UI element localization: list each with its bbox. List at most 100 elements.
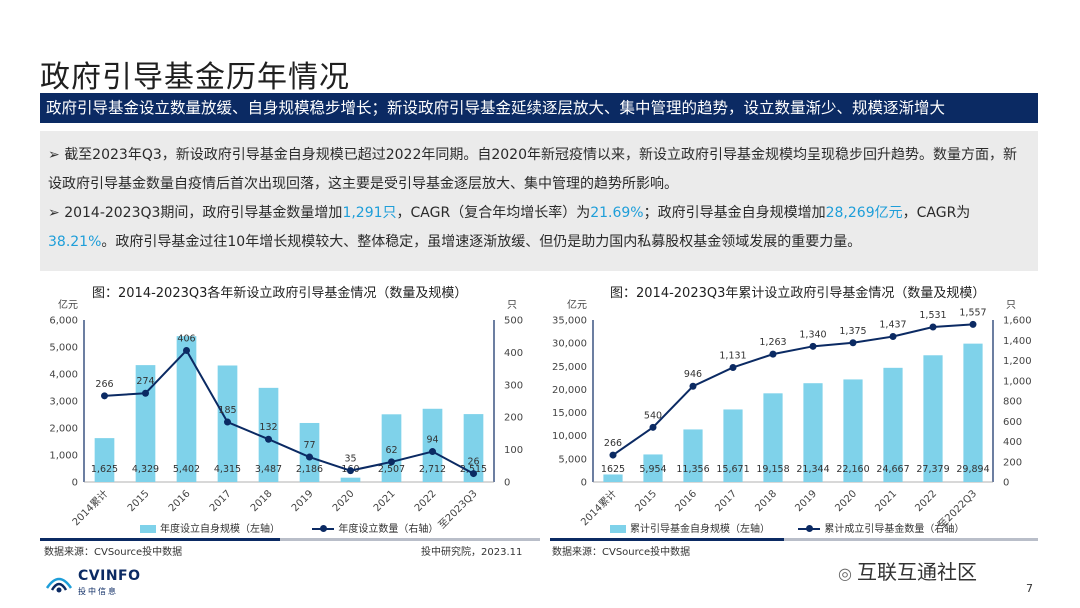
bar-data-label: 4,329	[132, 464, 159, 475]
left-axis-tick-label: 2,000	[49, 424, 78, 435]
bar-data-label: 22,160	[836, 464, 869, 475]
line-data-label: 26	[467, 457, 479, 468]
left-axis-tick-label: 0	[72, 478, 78, 489]
left-axis-tick-label: 5,000	[558, 454, 587, 465]
left-axis-tick-label: 1,000	[49, 451, 78, 462]
right-axis-tick-label: 800	[1003, 397, 1022, 408]
x-axis-tick-label: 2021	[372, 488, 398, 514]
line-data-label: 132	[259, 422, 277, 433]
right-axis-unit: 只	[507, 300, 517, 311]
x-axis-tick-label: 2018	[753, 488, 779, 514]
x-axis-tick-label: 2015	[126, 488, 152, 514]
wechat-watermark: ◎ 互联互通社区	[838, 560, 978, 584]
right-axis-tick-label: 0	[1003, 478, 1009, 489]
right-footer-rule	[550, 538, 1038, 541]
left-footer-rule	[40, 538, 540, 541]
left-axis-tick-label: 35,000	[552, 316, 587, 327]
line-series-path	[612, 323, 974, 456]
right-axis-tick-label: 400	[504, 348, 523, 359]
bar	[258, 387, 279, 482]
legend-line-swatch	[798, 525, 821, 532]
x-axis-tick-label: 2018	[249, 488, 275, 514]
line-point	[142, 389, 149, 397]
left-report-note: 投中研究院，2023.11	[421, 547, 523, 558]
right-axis-tick-label: 400	[1003, 437, 1022, 448]
bar-data-label: 1625	[601, 464, 625, 475]
x-axis-tick-label: 2015	[633, 488, 659, 514]
bar	[463, 414, 484, 482]
x-axis-tick-label: 2020	[833, 488, 859, 514]
bar-data-label: 2,507	[378, 464, 405, 475]
bar-data-label: 29,894	[956, 464, 989, 475]
line-data-label: 1,340	[799, 329, 826, 340]
logo-text: CVINFO	[78, 568, 141, 584]
left-axis-unit: 亿元	[58, 298, 78, 311]
left-axis-tick-label: 6,000	[49, 316, 78, 327]
line-data-label: 62	[385, 445, 397, 456]
line-point	[306, 453, 313, 461]
summary-box: ➢ 截至2023年Q3，新设政府引导基金自身规模已超过2022年同期。自2020…	[40, 131, 1038, 271]
bar-data-label: 2,186	[296, 464, 323, 475]
left-legend: 年度设立自身规模（左轴） 年度设立数量（右轴）	[140, 520, 438, 535]
legend-bar-swatch	[140, 525, 156, 533]
right-axis-tick-label: 1,400	[1003, 336, 1032, 347]
right-axis-tick-label: 200	[1003, 457, 1022, 468]
left-axis-tick-label: 0	[581, 478, 587, 489]
bar-data-label: 4,315	[214, 464, 241, 475]
bar	[683, 429, 703, 482]
line-point	[224, 418, 231, 426]
x-axis-tick-label: 2016	[167, 488, 193, 514]
right-axis-tick-label: 100	[504, 445, 523, 456]
line-point	[347, 467, 354, 475]
summary-paragraph-2: ➢ 2014-2023Q3期间，政府引导基金数量增加1,291只，CAGR（复合…	[48, 205, 971, 250]
bar	[883, 367, 903, 482]
left-chart: 亿元 只 0 1,000 2,000 3,000 4,000 5,000 6,000 0 100 20…	[49, 298, 523, 531]
x-axis-tick-label: 2019	[290, 488, 316, 514]
bar	[803, 383, 823, 482]
line-point	[429, 448, 436, 456]
line-point	[969, 320, 977, 328]
left-axis-tick-label: 15,000	[552, 408, 587, 419]
bar-data-label: 3,487	[255, 464, 282, 475]
left-axis-tick-label: 10,000	[552, 431, 587, 442]
bar-data-label: 27,379	[916, 464, 949, 475]
bar	[963, 343, 983, 482]
left-chart-title: 图：2014-2023Q3各年新设立政府引导基金情况（数量及规模）	[92, 286, 468, 301]
line-data-label: 1,375	[839, 326, 866, 337]
bar	[176, 336, 197, 482]
bar-data-label: 15,671	[716, 464, 749, 475]
bar-data-label: 11,356	[676, 464, 709, 475]
line-point	[729, 363, 737, 371]
bar-data-label: 2,712	[419, 464, 446, 475]
bar	[422, 408, 443, 482]
line-point	[809, 342, 817, 350]
arrow-bullet-icon: ➢	[48, 205, 65, 221]
left-data-source: 数据来源：CVSource投中数据	[44, 547, 183, 558]
left-axis-tick-label: 20,000	[552, 385, 587, 396]
x-axis-tick-label: 2022	[413, 488, 439, 514]
arrow-bullet-icon: ➢	[48, 147, 65, 163]
line-data-label: 94	[426, 435, 438, 446]
headline-banner: 政府引导基金设立数量放缓、自身规模稳步增长；新设政府引导基金延续逐层放大、集中管…	[40, 93, 1038, 123]
bar	[94, 438, 115, 482]
line-data-label: 185	[218, 405, 236, 416]
x-axis-tick-label: 2017	[208, 488, 234, 514]
left-axis-tick-label: 4,000	[49, 370, 78, 381]
right-chart: 亿元 只 0 5,000 10,000 15,000 20,000 25,000 30,000 3…	[552, 298, 1032, 531]
line-data-label: 1,131	[719, 350, 746, 361]
line-data-label: 274	[136, 376, 154, 387]
x-axis-tick-label: 2022	[913, 488, 939, 514]
line-point	[769, 350, 777, 358]
line-point	[609, 451, 617, 459]
bar-data-label: 24,667	[876, 464, 909, 475]
wechat-icon: ◎	[838, 564, 858, 583]
right-data-source: 数据来源：CVSource投中数据	[552, 547, 691, 558]
legend-line-swatch	[312, 525, 335, 532]
line-point	[388, 458, 395, 466]
right-axis-tick-label: 500	[504, 316, 523, 327]
line-series-path	[104, 348, 474, 475]
bar-data-label: 1,625	[91, 464, 118, 475]
summary-paragraph-1: ➢ 截至2023年Q3，新设政府引导基金自身规模已超过2022年同期。自2020…	[48, 147, 1017, 192]
bar	[381, 414, 402, 482]
bar-data-label: 5,954	[639, 464, 666, 475]
